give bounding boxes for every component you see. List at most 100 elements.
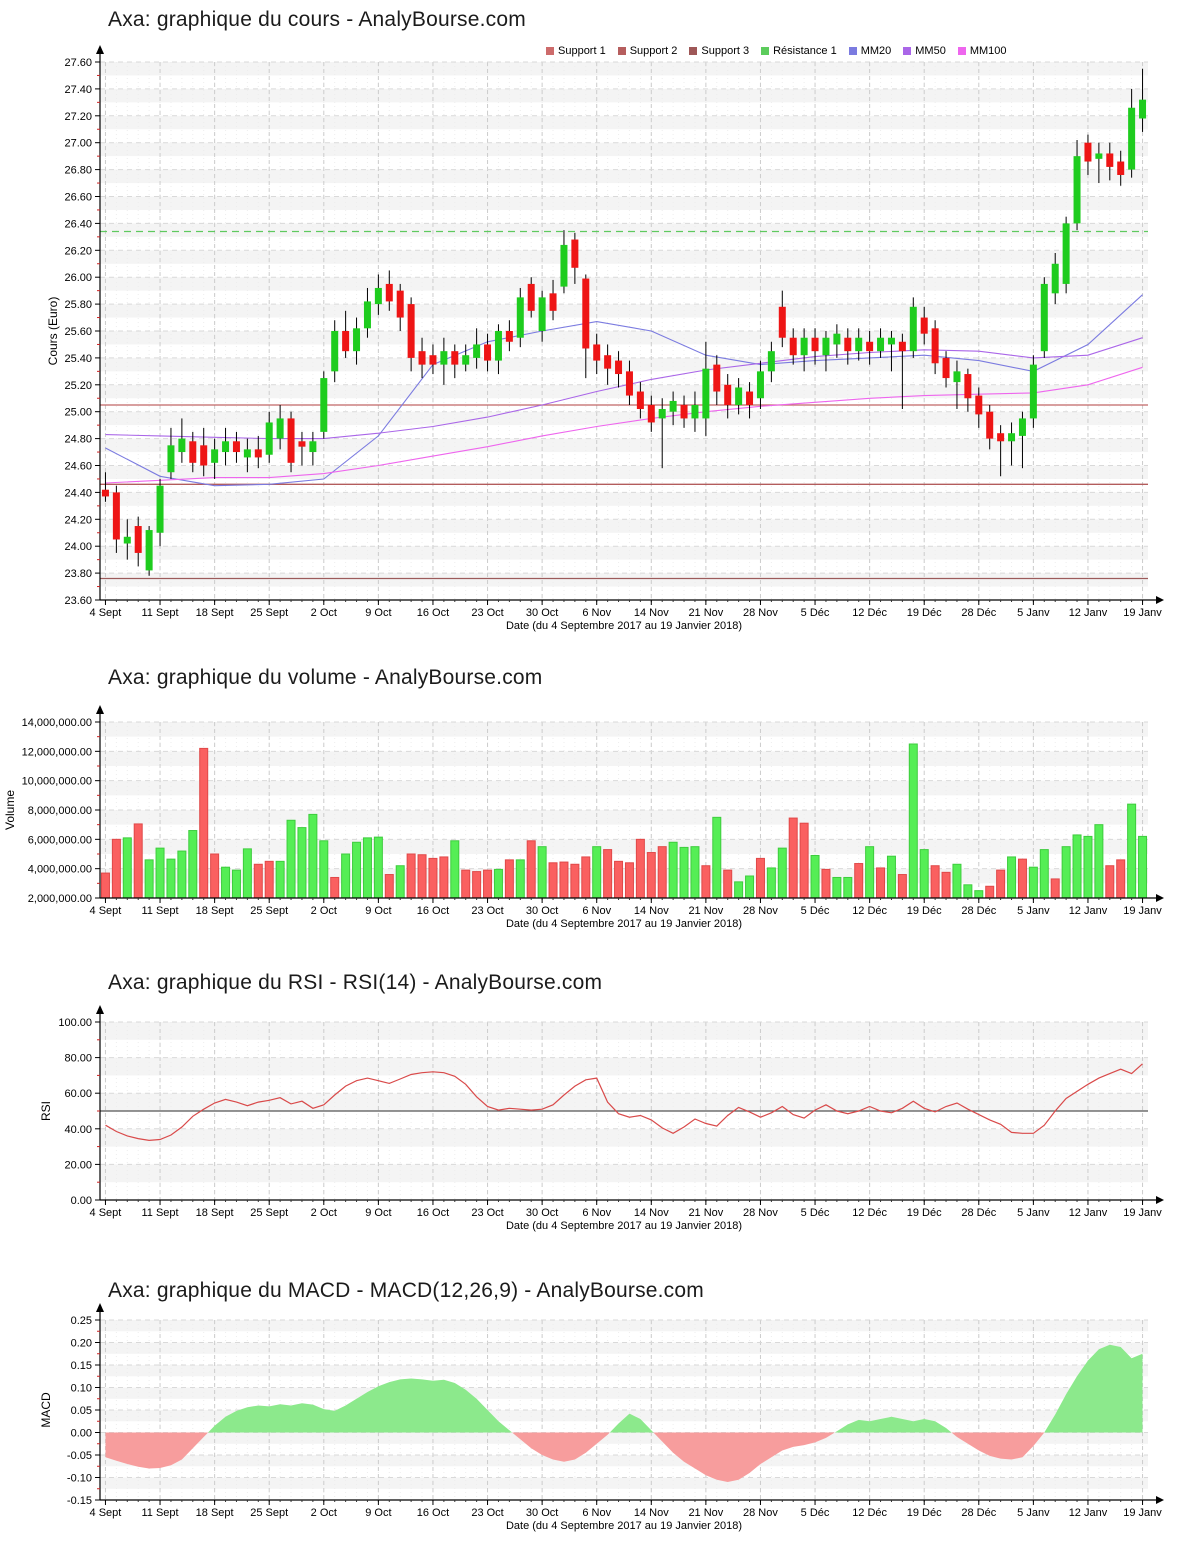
svg-text:24.60: 24.60: [64, 461, 92, 473]
legend-swatch-icon: [761, 47, 770, 55]
svg-text:6 Nov: 6 Nov: [582, 905, 611, 917]
legend-item-mm100: MM100: [957, 45, 1007, 57]
volume-bars: [100, 743, 1148, 899]
svg-text:60.00: 60.00: [64, 1088, 92, 1100]
svg-text:23.60: 23.60: [64, 595, 92, 607]
svg-text:5 Déc: 5 Déc: [801, 1507, 830, 1519]
legend-label: MM50: [915, 45, 946, 57]
svg-text:14 Nov: 14 Nov: [634, 1507, 669, 1519]
svg-text:6 Nov: 6 Nov: [582, 607, 611, 619]
price-candlestick-chart: 27.60 27.40 27.20 27.00 26.80 26.60 26.40 26.20…: [46, 45, 1164, 632]
axes: 14,000,000.00 12,000,000.00 10,000,000.00 8…: [3, 705, 1164, 930]
svg-text:24.20: 24.20: [64, 514, 92, 526]
svg-text:12 Déc: 12 Déc: [852, 1207, 887, 1219]
svg-text:5 Déc: 5 Déc: [801, 1207, 830, 1219]
svg-text:28 Nov: 28 Nov: [743, 607, 778, 619]
svg-text:23 Oct: 23 Oct: [471, 1207, 503, 1219]
svg-text:-0.05: -0.05: [67, 1450, 92, 1462]
legend-item-mm20: MM20: [848, 45, 892, 57]
svg-text:18 Sept: 18 Sept: [196, 905, 234, 917]
svg-text:2 Oct: 2 Oct: [311, 905, 337, 917]
svg-text:19 Janv: 19 Janv: [1123, 1207, 1162, 1219]
svg-text:5 Janv: 5 Janv: [1017, 1207, 1050, 1219]
svg-text:27.00: 27.00: [64, 138, 92, 150]
svg-text:-0.15: -0.15: [67, 1495, 92, 1507]
svg-text:30 Oct: 30 Oct: [526, 905, 558, 917]
svg-text:30 Oct: 30 Oct: [526, 1207, 558, 1219]
svg-text:26.40: 26.40: [64, 218, 92, 230]
macd-chart-title: Axa: graphique du MACD - MACD(12,26,9) -…: [108, 1279, 704, 1302]
x-axis-caption: Date (du 4 Septembre 2017 au 19 Janvier …: [506, 918, 742, 930]
svg-text:25.00: 25.00: [64, 407, 92, 419]
svg-text:9 Oct: 9 Oct: [365, 905, 391, 917]
svg-text:0.05: 0.05: [71, 1405, 92, 1417]
svg-text:2 Oct: 2 Oct: [311, 607, 337, 619]
svg-text:26.20: 26.20: [64, 245, 92, 257]
svg-text:14 Nov: 14 Nov: [634, 905, 669, 917]
svg-text:0.20: 0.20: [71, 1338, 92, 1350]
svg-text:19 Janv: 19 Janv: [1123, 905, 1162, 917]
svg-text:12 Déc: 12 Déc: [852, 1507, 887, 1519]
svg-text:9 Oct: 9 Oct: [365, 1507, 391, 1519]
svg-text:28 Nov: 28 Nov: [743, 1207, 778, 1219]
svg-text:16 Oct: 16 Oct: [417, 1207, 449, 1219]
svg-text:4 Sept: 4 Sept: [90, 607, 122, 619]
svg-text:24.00: 24.00: [64, 541, 92, 553]
svg-text:11 Sept: 11 Sept: [141, 905, 178, 917]
axes: 27.60 27.40 27.20 27.00 26.80 26.60 26.40 26.20…: [46, 45, 1164, 632]
legend-item-mm50: MM50: [903, 45, 946, 57]
svg-text:0.25: 0.25: [71, 1315, 92, 1327]
svg-text:21 Nov: 21 Nov: [688, 1207, 723, 1219]
svg-text:12 Janv: 12 Janv: [1069, 905, 1108, 917]
svg-text:26.00: 26.00: [64, 272, 92, 284]
svg-text:27.40: 27.40: [64, 84, 92, 96]
y-axis-label: MACD: [39, 1392, 53, 1428]
svg-text:28 Déc: 28 Déc: [961, 905, 996, 917]
svg-text:4 Sept: 4 Sept: [90, 905, 122, 917]
y-axis-label: RSI: [39, 1101, 53, 1121]
svg-text:21 Nov: 21 Nov: [688, 905, 723, 917]
legend-swatch-icon: [903, 47, 912, 55]
svg-text:4 Sept: 4 Sept: [90, 1507, 122, 1519]
svg-text:23 Oct: 23 Oct: [471, 607, 503, 619]
svg-text:27.60: 27.60: [64, 57, 92, 69]
price-chart-legend: Support 1 Support 2 Support 3 Résistance 1 M…: [546, 45, 1007, 57]
svg-text:14 Nov: 14 Nov: [634, 607, 669, 619]
rsi-line-chart: 100.00 80.00 60.00 40.00 20.00 0.004 Sept 11 S…: [39, 1005, 1164, 1232]
svg-text:0.10: 0.10: [71, 1383, 92, 1395]
legend-swatch-icon: [848, 47, 857, 55]
svg-text:19 Déc: 19 Déc: [907, 607, 942, 619]
svg-text:4,000,000.00: 4,000,000.00: [28, 864, 92, 876]
volume-bar-chart: 14,000,000.00 12,000,000.00 10,000,000.00 8…: [3, 705, 1164, 930]
svg-text:25.80: 25.80: [64, 299, 92, 311]
svg-text:25 Sept: 25 Sept: [250, 905, 288, 917]
svg-text:25 Sept: 25 Sept: [250, 607, 288, 619]
svg-text:25 Sept: 25 Sept: [250, 1507, 288, 1519]
legend-label: MM100: [969, 45, 1007, 57]
x-axis-caption: Date (du 4 Septembre 2017 au 19 Janvier …: [506, 620, 742, 632]
legend-label: Support 2: [629, 45, 678, 57]
svg-text:18 Sept: 18 Sept: [196, 1207, 234, 1219]
axes: 0.25 0.20 0.15 0.10 0.05 0.00 -0.05 -0.10 -0.154…: [39, 1303, 1164, 1532]
svg-text:14 Nov: 14 Nov: [634, 1207, 669, 1219]
svg-text:11 Sept: 11 Sept: [141, 1207, 178, 1219]
svg-text:28 Déc: 28 Déc: [961, 1507, 996, 1519]
macd-area-chart: 0.25 0.20 0.15 0.10 0.05 0.00 -0.05 -0.10 -0.154…: [39, 1303, 1164, 1532]
svg-text:6,000,000.00: 6,000,000.00: [28, 834, 92, 846]
svg-text:12,000,000.00: 12,000,000.00: [22, 746, 92, 758]
svg-text:80.00: 80.00: [64, 1053, 92, 1065]
svg-text:23 Oct: 23 Oct: [471, 1507, 503, 1519]
svg-text:25.60: 25.60: [64, 326, 92, 338]
svg-text:21 Nov: 21 Nov: [688, 607, 723, 619]
svg-text:28 Déc: 28 Déc: [961, 1207, 996, 1219]
legend-label: MM20: [860, 45, 892, 57]
svg-text:23.80: 23.80: [64, 568, 92, 580]
rsi-line: [105, 1063, 1143, 1142]
svg-text:18 Sept: 18 Sept: [196, 1507, 234, 1519]
svg-text:25.40: 25.40: [64, 353, 92, 365]
plot-background: [100, 61, 1148, 601]
svg-text:2 Oct: 2 Oct: [311, 1207, 337, 1219]
legend-swatch-icon: [957, 47, 966, 55]
svg-text:24.80: 24.80: [64, 434, 92, 446]
svg-text:28 Nov: 28 Nov: [743, 1507, 778, 1519]
